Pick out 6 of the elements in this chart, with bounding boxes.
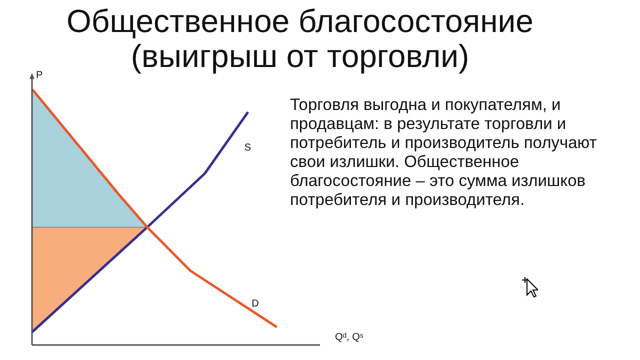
y-axis-title: P [36, 70, 43, 81]
series-label: S [244, 142, 252, 154]
x-axis-title: Qᵈ, Qˢ [335, 332, 364, 343]
series-label: D [252, 298, 259, 310]
annotation: Торговля выгодна и покупателям, и продавцам: в результате торговли и потребитель и производитель получают свои излишки. Общественное благосостояние – это сумма излишков потребителя и производителя. [290, 96, 598, 210]
chart-title: Общественное благосостояние (выигрыш от торговли) [66, 3, 534, 74]
